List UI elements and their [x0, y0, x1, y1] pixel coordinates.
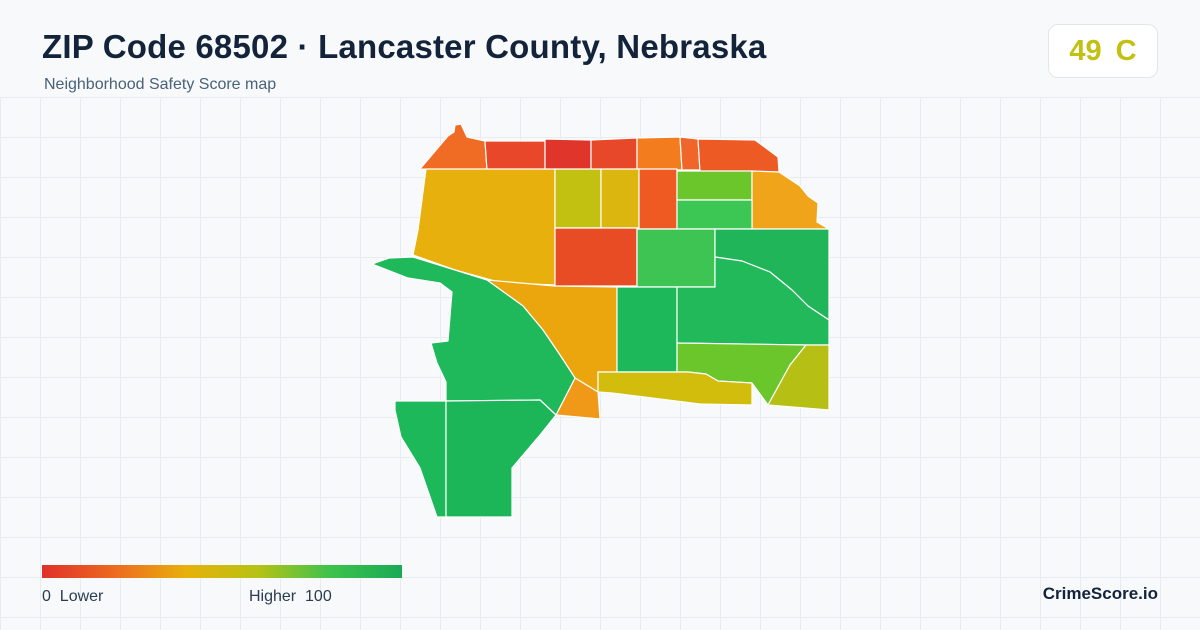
map-area-southwest-green-left[interactable] — [394, 400, 447, 518]
map-area-center-lime-block[interactable] — [554, 168, 602, 229]
map-area-north-strip-4[interactable] — [590, 137, 638, 171]
brand-logo-text[interactable]: CrimeScore.io — [1042, 584, 1158, 603]
page-subtitle: Neighborhood Safety Score map — [44, 76, 277, 93]
map-area-south-center-green[interactable] — [616, 286, 678, 373]
map-area-north-strip-6[interactable] — [679, 136, 701, 171]
safety-score-badge: 49 C — [1048, 24, 1158, 78]
map-area-center-green-block[interactable] — [676, 199, 753, 230]
map-area-center-yellow-block[interactable] — [600, 168, 640, 229]
map-area-north-strip-3[interactable] — [544, 138, 592, 171]
score-value: 49 — [1069, 34, 1102, 67]
map-area-north-green-block[interactable] — [676, 170, 753, 201]
legend-gradient-bar — [42, 565, 402, 578]
page-title: ZIP Code 68502 · Lancaster County, Nebra… — [42, 28, 767, 65]
map-area-north-strip-7[interactable] — [697, 138, 780, 173]
map-area-center-red-block[interactable] — [554, 227, 638, 287]
map-area-southwest-green-right[interactable] — [445, 399, 557, 518]
map-area-south-yellow-strip[interactable] — [597, 371, 753, 406]
score-grade: C — [1115, 34, 1137, 67]
legend-low-label: 0 Lower — [42, 588, 104, 605]
map-area-east-orange-block[interactable] — [751, 170, 830, 230]
map-area-north-strip-2[interactable] — [484, 140, 546, 171]
legend-high-label: Higher 100 — [249, 588, 332, 605]
map-area-far-southeast-lime[interactable] — [767, 344, 830, 411]
map-area-mid-green-block[interactable] — [636, 228, 716, 288]
map-area-north-west-tip[interactable] — [419, 123, 488, 171]
map-area-center-red-strip[interactable] — [638, 168, 678, 230]
map-area-north-strip-5[interactable] — [636, 136, 683, 171]
